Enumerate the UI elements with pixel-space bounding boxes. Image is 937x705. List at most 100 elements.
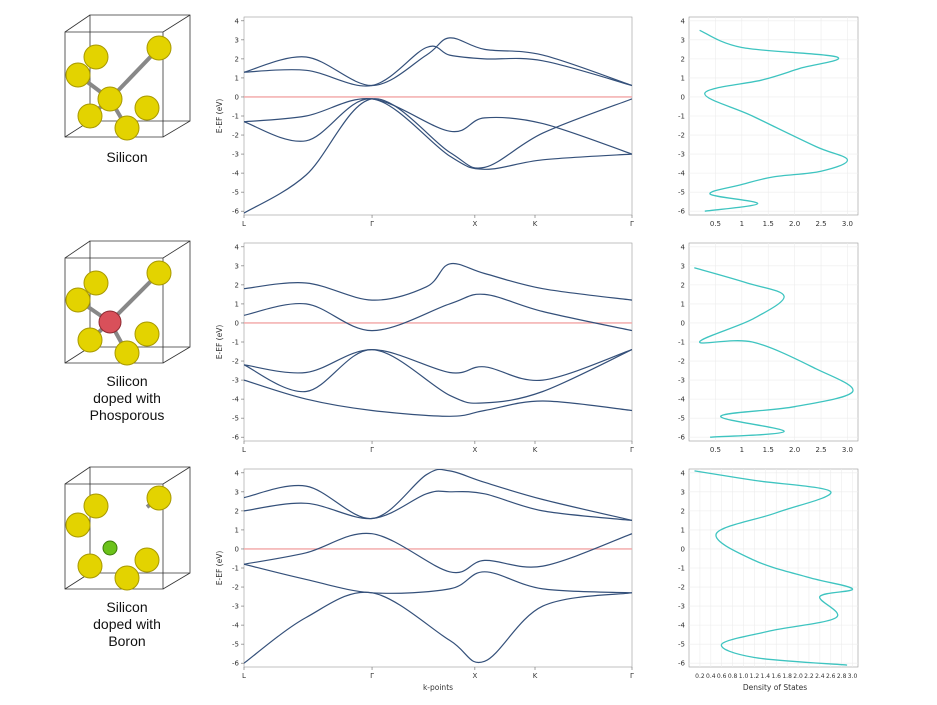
y-tick-label: -1 (232, 113, 239, 121)
y-tick-label: -4 (678, 396, 686, 404)
y-tick-label: 2 (235, 281, 239, 289)
y-tick-label: -5 (232, 415, 239, 423)
x-tick-label: 3.0 (848, 673, 858, 680)
y-tick-label: -5 (678, 641, 685, 649)
y-tick-label: -2 (678, 358, 685, 366)
x-tick-label: X (472, 220, 477, 228)
x-tick-label: K (533, 672, 538, 680)
crystal-cell-silicon-b: Silicon doped with Boron (64, 466, 191, 649)
y-tick-label: 0 (235, 93, 239, 101)
y-tick-label: 3 (681, 36, 685, 44)
y-tick-label: -4 (678, 170, 686, 178)
y-tick-label: -1 (232, 565, 239, 573)
y-tick-label: -1 (232, 339, 239, 347)
y-tick-label: -5 (232, 641, 239, 649)
atom-si (134, 547, 160, 573)
y-tick-label: -6 (678, 434, 686, 442)
y-tick-label: -2 (678, 132, 685, 140)
dos-plot: 0.5 1 1.5 2.0 2.5 3.0 4 3 2 1 0 -1 -2 -3 -4 -5 -6 (678, 16, 859, 228)
y-tick-label: 4 (681, 243, 686, 251)
x-tick-label: 1.5 (763, 446, 774, 454)
x-tick-label: K (533, 446, 538, 454)
x-tick-label: 3.0 (842, 446, 853, 454)
band-line (244, 37, 632, 87)
atom-si (65, 512, 91, 538)
x-tick-label: 0.5 (710, 220, 721, 228)
x-tick-label: Γ (630, 672, 634, 680)
y-tick-label: 4 (681, 469, 686, 477)
band-line (244, 379, 632, 417)
y-tick-label: 0 (235, 545, 239, 553)
x-tick-label: 2.6 (826, 673, 836, 680)
atom-si (146, 35, 172, 61)
y-axis-label: E-EF (eV) (215, 325, 224, 360)
y-tick-label: -6 (232, 208, 240, 216)
y-tick-label: 2 (681, 507, 685, 515)
y-tick-label: -2 (678, 584, 685, 592)
x-tick-label: 1 (740, 446, 744, 454)
y-tick-label: -1 (678, 113, 685, 121)
y-tick-label: -1 (678, 339, 685, 347)
atom-p (98, 310, 122, 334)
band-line (244, 98, 632, 155)
atom-si (83, 493, 109, 519)
dos-plot: 0.5 1 1.5 2.0 2.5 3.0 4 3 2 1 0 -1 -2 -3 -4 -5 -6 (678, 242, 859, 454)
x-tick-label: 2.0 (789, 220, 800, 228)
x-tick-label: 1.6 (771, 673, 781, 680)
x-tick-label: L (242, 446, 246, 454)
x-tick-label: L (242, 672, 246, 680)
atom-si (65, 62, 91, 88)
cube-edges (64, 240, 191, 364)
y-tick-label: 0 (235, 319, 239, 327)
x-tick-label: 2.5 (815, 446, 826, 454)
y-tick-label: -3 (232, 151, 239, 159)
y-tick-label: 1 (681, 526, 685, 534)
y-tick-label: -6 (678, 208, 686, 216)
y-tick-label: -3 (678, 377, 685, 385)
band-line (244, 532, 632, 574)
atom-si (83, 270, 109, 296)
x-tick-label: 1.0 (739, 673, 749, 680)
y-tick-label: -6 (232, 660, 240, 668)
band-line (244, 98, 632, 214)
atom-si (114, 340, 140, 366)
y-tick-label: 4 (235, 17, 240, 25)
y-tick-label: 1 (235, 300, 239, 308)
band-line (244, 591, 632, 664)
y-tick-label: -5 (678, 415, 685, 423)
y-tick-label: 0 (681, 319, 685, 327)
x-tick-label: 1.5 (763, 220, 774, 228)
atom-si (146, 260, 172, 286)
plot-frame (243, 468, 633, 668)
y-tick-label: -2 (232, 584, 239, 592)
x-tick-label: 2.8 (837, 673, 847, 680)
band-structure-plot: 4 3 2 1 0 -1 -2 -3 -4 -5 -6L Γ X K Γ E-EF (eV) (215, 468, 634, 680)
atom-si (134, 95, 160, 121)
band-line (244, 469, 632, 521)
atom-si (83, 44, 109, 70)
y-tick-label: -4 (678, 622, 686, 630)
y-tick-label: 2 (235, 55, 239, 63)
atom-si (146, 485, 172, 511)
band-line (244, 348, 632, 404)
y-tick-label: 3 (235, 36, 239, 44)
y-tick-label: 2 (235, 507, 239, 515)
y-tick-label: -2 (232, 132, 239, 140)
x-tick-label: 1.2 (750, 673, 760, 680)
band-structure-plot: 4 3 2 1 0 -1 -2 -3 -4 -5 -6L Γ X K Γ E-EF (eV) (215, 16, 634, 228)
band-line (244, 348, 632, 381)
y-tick-label: 4 (235, 469, 240, 477)
band-line (244, 262, 632, 301)
y-tick-label: -3 (232, 377, 239, 385)
atom-si (77, 327, 103, 353)
atom-si (97, 86, 123, 112)
y-tick-label: -5 (232, 189, 239, 197)
y-tick-label: -4 (232, 396, 240, 404)
dos-plot: 0.2 0.4 0.6 0.8 1.0 1.2 1.4 1.6 1.8 2.0 2.2 2.4 2.6 2… (678, 468, 859, 680)
x-tick-label: 0.2 (695, 673, 705, 680)
y-tick-label: 0 (681, 545, 685, 553)
x-tick-label: 0.6 (717, 673, 727, 680)
atom-si (134, 321, 160, 347)
y-tick-label: -1 (678, 565, 685, 573)
y-tick-label: -3 (232, 603, 239, 611)
